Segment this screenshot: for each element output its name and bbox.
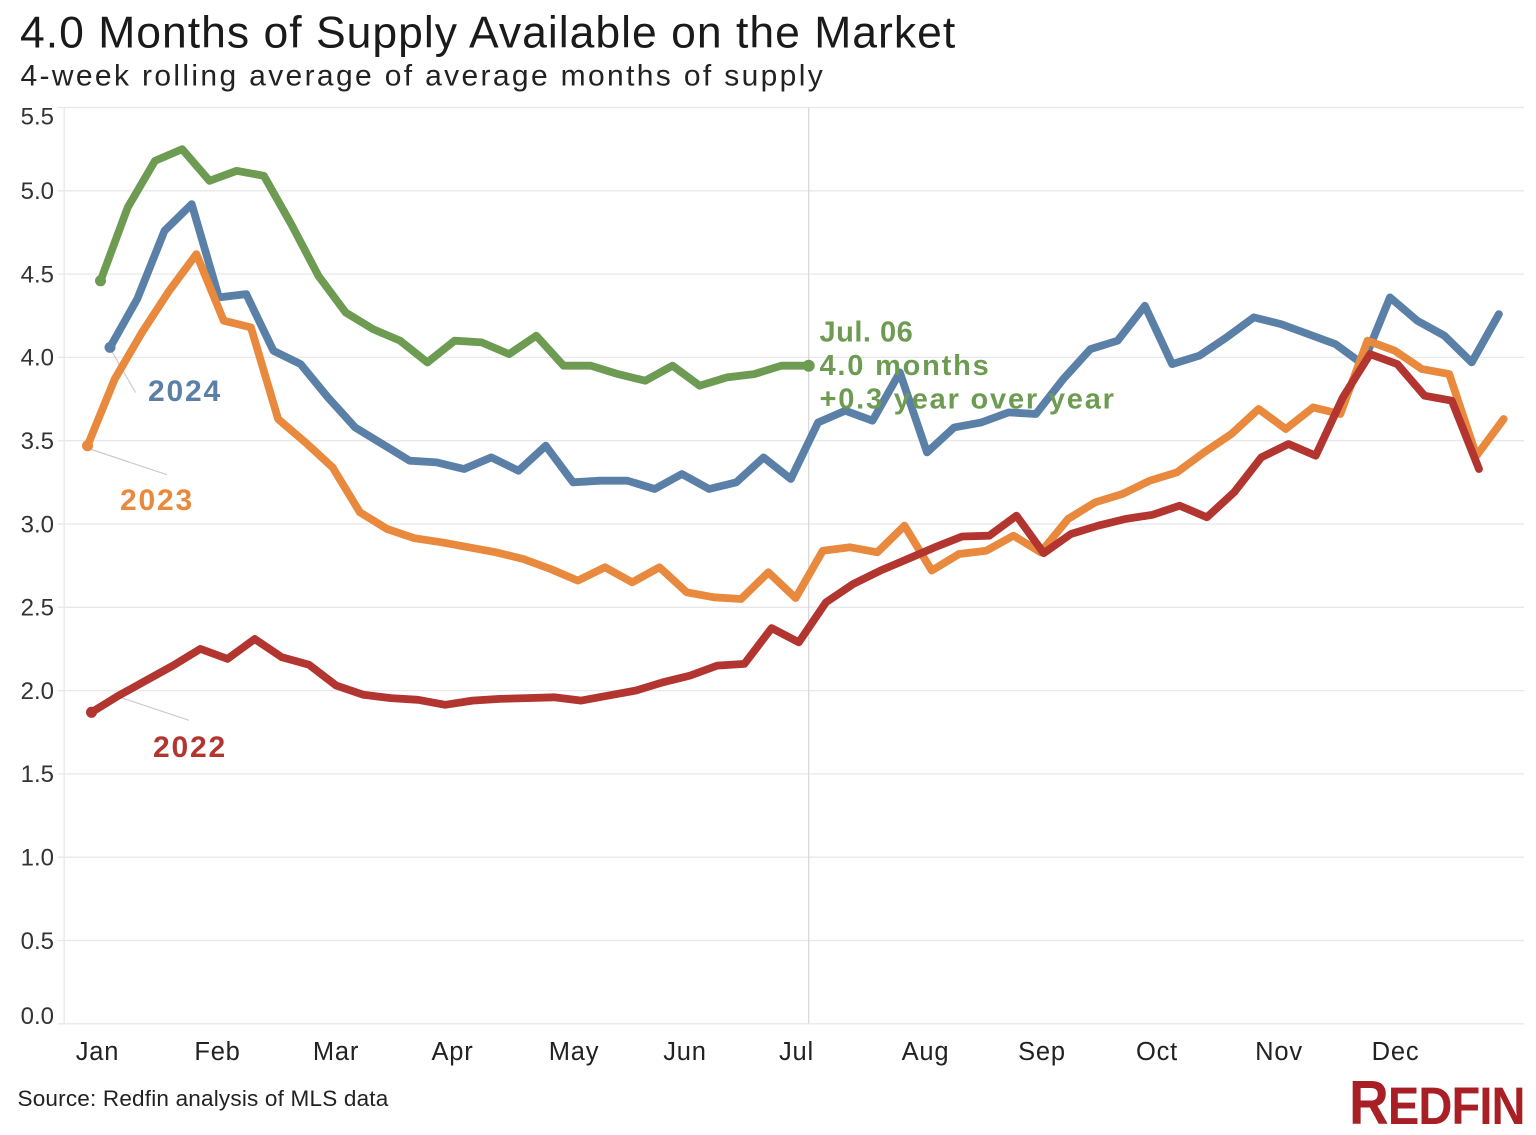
svg-text:4.0 Months of Supply Available: 4.0 Months of Supply Available on the Ma… xyxy=(20,9,956,58)
svg-text:Nov: Nov xyxy=(1255,1038,1303,1066)
svg-text:4.5: 4.5 xyxy=(21,261,54,288)
svg-text:Oct: Oct xyxy=(1136,1038,1178,1066)
svg-text:1.5: 1.5 xyxy=(21,761,54,788)
svg-text:Source: Redfin analysis of MLS: Source: Redfin analysis of MLS data xyxy=(18,1086,389,1111)
svg-text:2023: 2023 xyxy=(120,484,194,517)
svg-text:2.5: 2.5 xyxy=(21,595,54,622)
svg-text:4.0 months: 4.0 months xyxy=(820,350,991,382)
svg-text:5.0: 5.0 xyxy=(21,178,54,205)
svg-text:2.0: 2.0 xyxy=(21,678,54,705)
svg-text:1.0: 1.0 xyxy=(21,845,54,872)
svg-text:2022: 2022 xyxy=(153,731,227,764)
svg-text:3.5: 3.5 xyxy=(21,428,54,455)
svg-text:5.5: 5.5 xyxy=(21,104,54,131)
svg-text:3.0: 3.0 xyxy=(21,511,54,538)
svg-text:4-week rolling average of aver: 4-week rolling average of average months… xyxy=(21,60,826,93)
svg-text:Dec: Dec xyxy=(1372,1038,1420,1066)
svg-text:REDFIN: REDFIN xyxy=(1349,1069,1525,1135)
svg-text:0.0: 0.0 xyxy=(21,1003,54,1030)
svg-text:Mar: Mar xyxy=(313,1038,359,1066)
svg-text:May: May xyxy=(549,1038,600,1066)
svg-text:+0.3 year over year: +0.3 year over year xyxy=(820,384,1116,416)
svg-text:Aug: Aug xyxy=(902,1038,950,1066)
svg-text:Jan: Jan xyxy=(76,1038,120,1066)
svg-text:Sep: Sep xyxy=(1018,1038,1066,1066)
svg-text:Jul: Jul xyxy=(779,1038,814,1066)
svg-text:Feb: Feb xyxy=(194,1038,240,1066)
svg-text:Apr: Apr xyxy=(431,1038,473,1066)
svg-text:Jun: Jun xyxy=(663,1038,707,1066)
svg-text:4.0: 4.0 xyxy=(21,345,54,372)
svg-text:2024: 2024 xyxy=(148,375,222,408)
svg-text:Jul. 06: Jul. 06 xyxy=(820,317,914,349)
svg-text:0.5: 0.5 xyxy=(21,928,54,955)
